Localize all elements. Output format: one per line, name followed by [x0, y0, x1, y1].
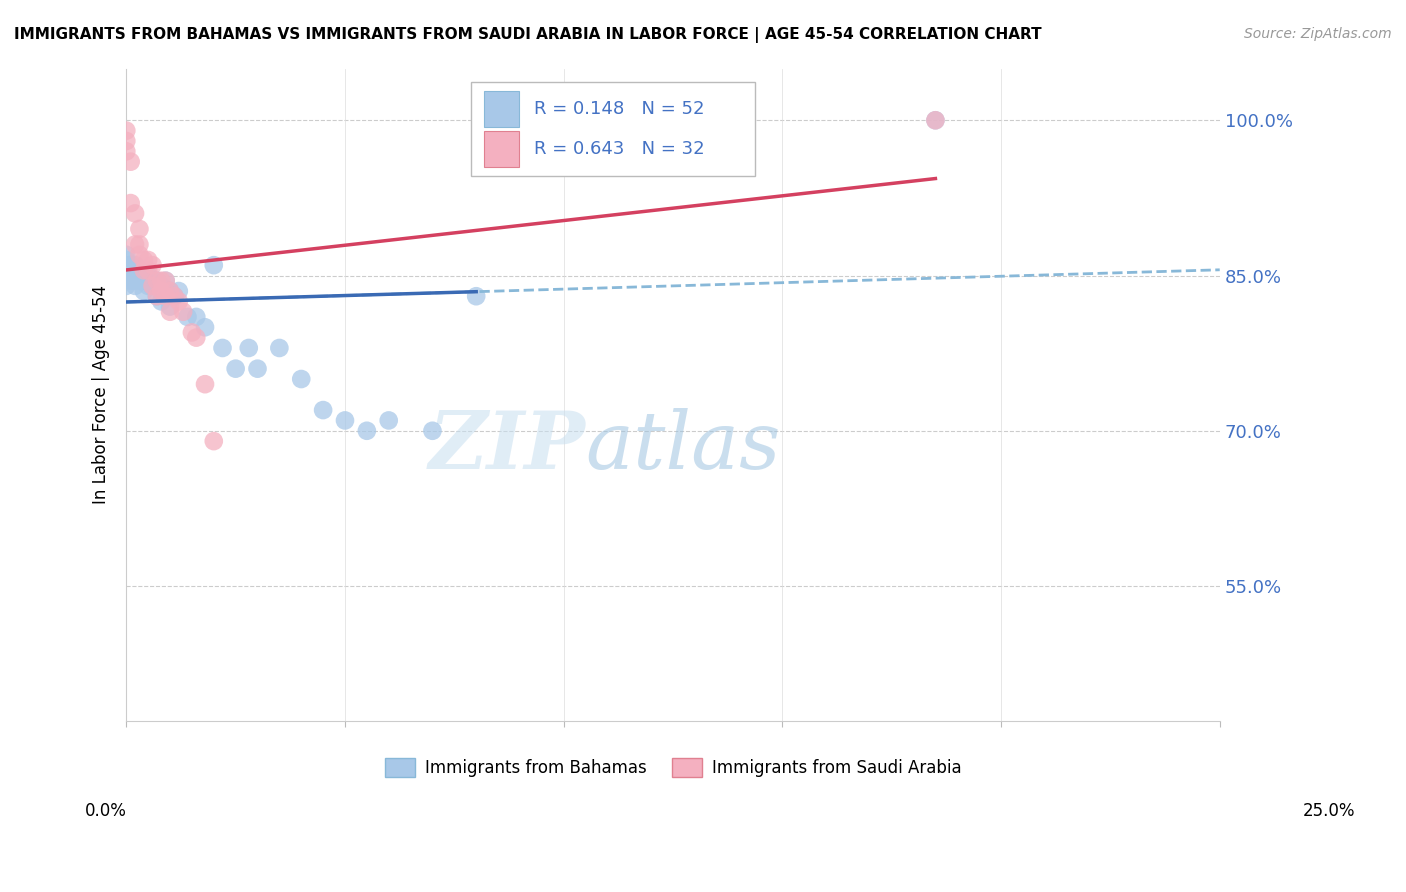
Point [150, 274, 173, 288]
Bar [484, 131, 519, 167]
Point [553, 113, 575, 128]
Point [128, 268, 150, 283]
Point [155, 274, 177, 288]
Point [150, 284, 173, 298]
Point [159, 304, 181, 318]
Point [202, 434, 225, 449]
Point [167, 294, 190, 309]
Point [246, 361, 269, 376]
Point [202, 258, 225, 272]
Point [132, 252, 155, 267]
Point [124, 274, 146, 288]
Point [186, 331, 208, 345]
Bar [484, 91, 519, 127]
Point [924, 113, 946, 128]
Text: atlas: atlas [585, 408, 780, 485]
Text: 0.0%: 0.0% [84, 802, 127, 820]
Point [115, 258, 138, 272]
Point [128, 222, 150, 236]
Point [269, 341, 291, 355]
Point [115, 134, 138, 148]
Point [155, 289, 177, 303]
Text: R = 0.148   N = 52: R = 0.148 N = 52 [534, 100, 704, 118]
Text: ZIP: ZIP [429, 408, 585, 485]
Point [132, 263, 155, 277]
Point [115, 123, 138, 137]
Point [124, 237, 146, 252]
Point [312, 403, 335, 417]
Point [115, 278, 138, 293]
Point [132, 284, 155, 298]
Point [377, 413, 399, 427]
Point [146, 289, 169, 303]
Point [225, 361, 247, 376]
Point [924, 113, 946, 128]
Point [115, 252, 138, 267]
Point [115, 263, 138, 277]
Point [465, 289, 488, 303]
Point [194, 377, 217, 392]
Point [120, 258, 142, 272]
Text: R = 0.643   N = 32: R = 0.643 N = 32 [534, 140, 704, 158]
Point [120, 196, 142, 211]
Point [120, 274, 142, 288]
Point [115, 145, 138, 159]
Point [155, 274, 177, 288]
Point [128, 274, 150, 288]
Point [136, 252, 159, 267]
Point [132, 274, 155, 288]
Point [180, 326, 202, 340]
Point [186, 310, 208, 324]
Point [159, 284, 181, 298]
Point [141, 274, 163, 288]
Point [146, 274, 169, 288]
Legend: Immigrants from Bahamas, Immigrants from Saudi Arabia: Immigrants from Bahamas, Immigrants from… [378, 751, 967, 784]
Point [159, 300, 181, 314]
Point [333, 413, 356, 427]
Point [155, 284, 177, 298]
Text: Source: ZipAtlas.com: Source: ZipAtlas.com [1244, 27, 1392, 41]
Point [136, 274, 159, 288]
Point [124, 278, 146, 293]
Y-axis label: In Labor Force | Age 45-54: In Labor Force | Age 45-54 [93, 285, 110, 504]
Text: IMMIGRANTS FROM BAHAMAS VS IMMIGRANTS FROM SAUDI ARABIA IN LABOR FORCE | AGE 45-: IMMIGRANTS FROM BAHAMAS VS IMMIGRANTS FR… [14, 27, 1042, 43]
Point [146, 274, 169, 288]
Point [290, 372, 312, 386]
Point [136, 263, 159, 277]
Point [159, 284, 181, 298]
Point [124, 258, 146, 272]
Point [141, 278, 163, 293]
Point [194, 320, 217, 334]
Point [124, 268, 146, 283]
Text: 25.0%: 25.0% [1302, 802, 1355, 820]
Point [120, 263, 142, 277]
Point [150, 278, 173, 293]
Point [238, 341, 260, 355]
Point [128, 237, 150, 252]
Point [120, 268, 142, 283]
Point [163, 289, 186, 303]
Bar [471, 81, 755, 176]
Point [150, 294, 173, 309]
Point [146, 289, 169, 303]
Point [115, 248, 138, 262]
Point [141, 258, 163, 272]
Point [211, 341, 233, 355]
Point [124, 263, 146, 277]
Point [120, 154, 142, 169]
Point [124, 206, 146, 220]
Point [136, 278, 159, 293]
Point [422, 424, 444, 438]
Point [136, 268, 159, 283]
Point [128, 248, 150, 262]
Point [172, 304, 194, 318]
Point [356, 424, 378, 438]
Point [163, 289, 186, 303]
Point [128, 263, 150, 277]
Point [176, 310, 198, 324]
Point [141, 278, 163, 293]
Point [167, 284, 190, 298]
